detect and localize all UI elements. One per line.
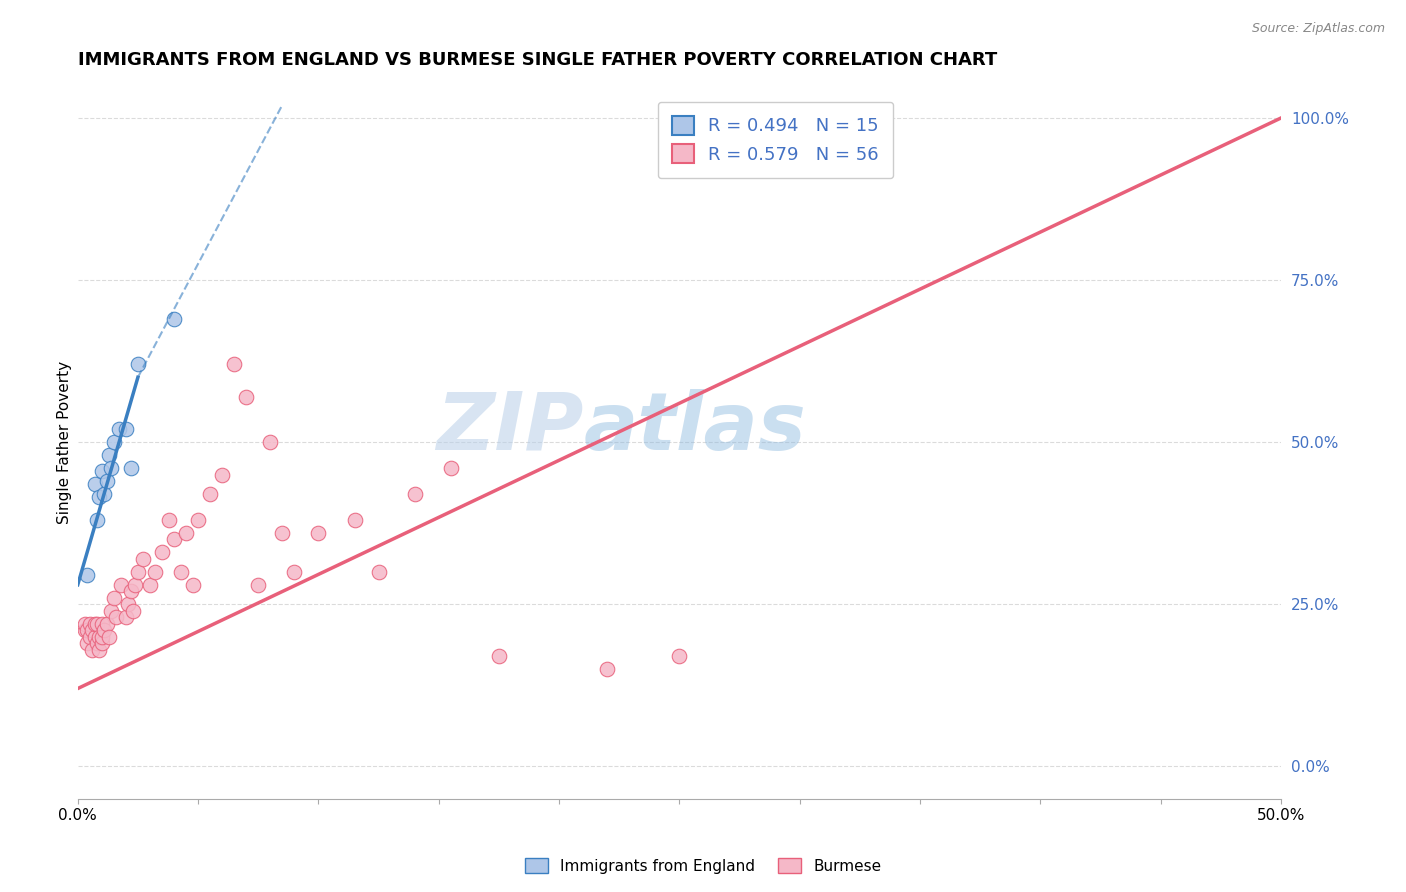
Point (187, 513, 209, 527)
Point (488, 649, 510, 664)
Point (367, 565, 389, 579)
Point (89, 642, 111, 657)
Point (157, 513, 180, 527)
Point (668, 649, 690, 664)
Point (90, 464, 112, 478)
Point (83, 477, 105, 491)
Point (82, 642, 104, 657)
Point (107, 422, 129, 436)
Y-axis label: Single Father Poverty: Single Father Poverty (58, 360, 72, 524)
Point (86, 636, 108, 650)
Point (120, 584, 142, 599)
Point (404, 487, 426, 501)
Point (103, 591, 125, 605)
Point (98, 448, 121, 462)
Point (139, 578, 162, 592)
Point (170, 565, 193, 579)
Text: IMMIGRANTS FROM ENGLAND VS BURMESE SINGLE FATHER POVERTY CORRELATION CHART: IMMIGRANTS FROM ENGLAND VS BURMESE SINGL… (77, 51, 997, 69)
Point (596, 662, 619, 676)
Point (86, 616, 108, 631)
Point (83, 630, 105, 644)
Point (132, 552, 155, 566)
Point (181, 578, 204, 592)
Point (93, 623, 115, 637)
Point (89, 490, 111, 504)
Point (174, 525, 197, 540)
Point (271, 525, 294, 540)
Point (105, 610, 128, 624)
Point (90, 630, 112, 644)
Point (247, 578, 270, 592)
Point (89, 630, 111, 644)
Point (110, 578, 132, 592)
Point (90, 616, 112, 631)
Point (283, 565, 305, 579)
Point (90, 636, 112, 650)
Point (115, 422, 138, 436)
Text: Source: ZipAtlas.com: Source: ZipAtlas.com (1251, 22, 1385, 36)
Point (86, 513, 108, 527)
Point (103, 435, 125, 450)
Point (127, 357, 149, 371)
Point (115, 610, 138, 624)
Point (79, 616, 101, 631)
Point (100, 604, 122, 618)
Point (122, 604, 145, 618)
Point (73, 616, 96, 631)
Point (73, 623, 96, 637)
Point (440, 461, 463, 475)
Point (83, 616, 105, 631)
Point (224, 357, 246, 371)
Point (96, 616, 118, 631)
Point (76, 623, 98, 637)
Point (82, 623, 104, 637)
Point (163, 533, 186, 547)
Point (120, 461, 142, 475)
Point (211, 467, 233, 482)
Point (98, 630, 121, 644)
Point (93, 487, 115, 501)
Point (198, 487, 221, 501)
Point (127, 565, 149, 579)
Point (163, 312, 186, 326)
Point (307, 525, 329, 540)
Point (235, 390, 257, 404)
Point (76, 636, 98, 650)
Point (100, 461, 122, 475)
Point (259, 435, 281, 450)
Point (76, 568, 98, 582)
Point (143, 565, 166, 579)
Text: atlas: atlas (583, 389, 806, 467)
Point (150, 545, 173, 559)
Point (117, 597, 139, 611)
Text: ZIP: ZIP (436, 389, 583, 467)
Point (79, 630, 101, 644)
Legend: R = 0.494   N = 15, R = 0.579   N = 56: R = 0.494 N = 15, R = 0.579 N = 56 (658, 102, 893, 178)
Point (124, 578, 146, 592)
Point (96, 474, 118, 488)
Point (343, 513, 366, 527)
Legend: Immigrants from England, Burmese: Immigrants from England, Burmese (519, 852, 887, 880)
